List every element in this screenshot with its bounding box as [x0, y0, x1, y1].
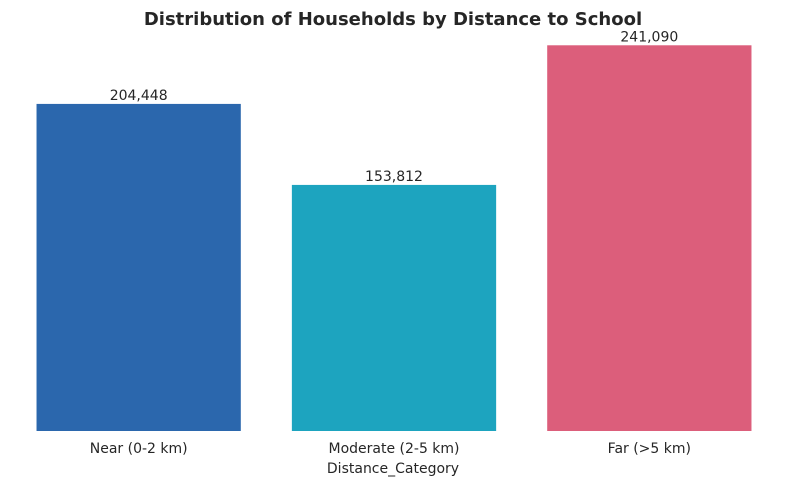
value-label-1: 153,812 — [365, 169, 423, 185]
value-labels-layer: 204,448 153,812 241,090 — [110, 29, 679, 185]
bar-1 — [291, 184, 497, 431]
x-tick-labels-layer: Near (0-2 km) Moderate (2-5 km) Far (>5 km… — [90, 441, 691, 457]
x-axis-label: Distance_Category — [327, 461, 459, 477]
bar-0 — [36, 103, 241, 431]
value-label-0: 204,448 — [110, 88, 168, 104]
x-tick-label-0: Near (0-2 km) — [90, 441, 188, 457]
bars-layer — [36, 45, 752, 431]
bar-2 — [547, 45, 752, 431]
x-tick-label-1: Moderate (2-5 km) — [328, 441, 459, 457]
chart-title: Distribution of Households by Distance t… — [144, 9, 642, 30]
value-label-2: 241,090 — [620, 29, 678, 45]
x-tick-label-2: Far (>5 km) — [608, 441, 691, 457]
